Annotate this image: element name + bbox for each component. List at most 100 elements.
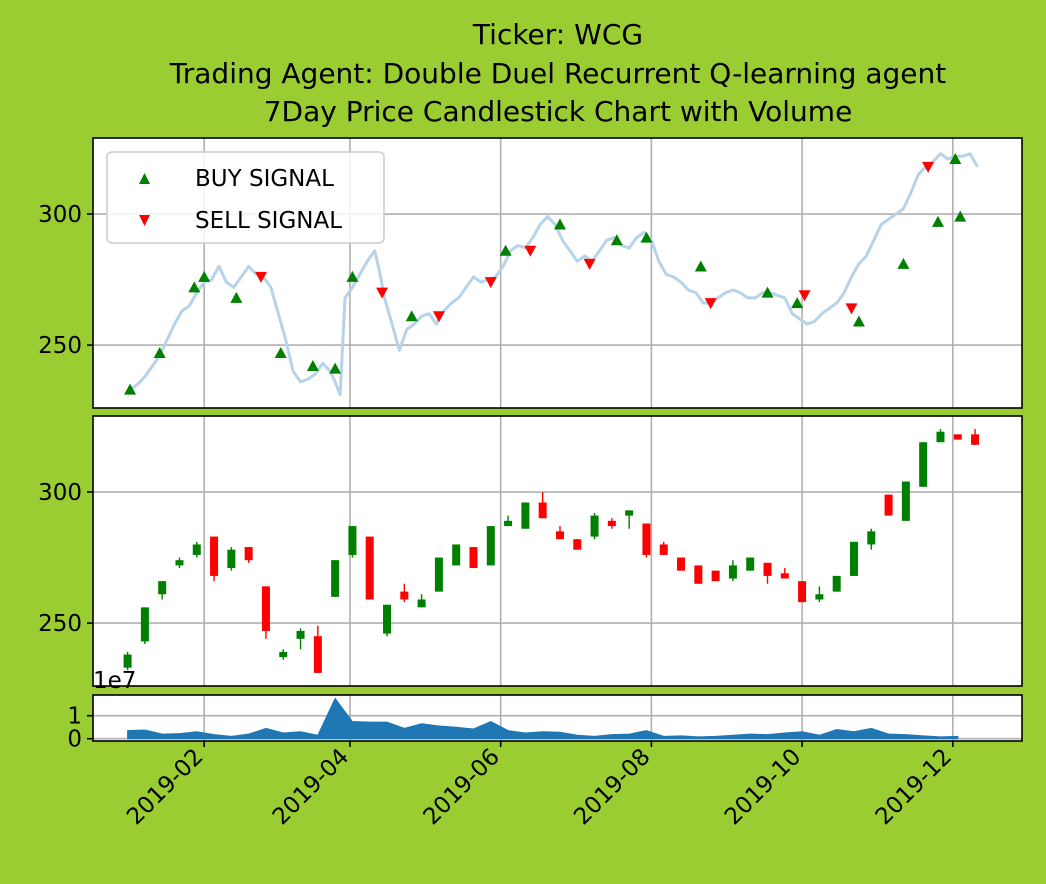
candle-body: [521, 502, 530, 529]
candle-body: [625, 510, 634, 516]
sell-signal-marker: [376, 287, 389, 299]
candle-body: [694, 565, 703, 584]
candles: [123, 429, 980, 673]
candle-body: [452, 544, 461, 566]
candle-y-ticks: 250 300: [38, 480, 93, 637]
sell-signal-marker: [922, 161, 935, 173]
buy-signal-marker: [230, 291, 243, 303]
sell-signal-icon: [139, 215, 150, 226]
candle-body: [192, 544, 201, 555]
candle-body: [642, 523, 651, 555]
buy-signal-marker: [694, 260, 707, 272]
candle-body: [123, 654, 132, 668]
candle-body: [383, 604, 392, 634]
buy-signal-marker: [306, 360, 319, 372]
candle-gridlines: [93, 416, 1022, 686]
candle-body: [469, 547, 478, 569]
candle-body: [849, 541, 858, 576]
candle-body: [677, 557, 686, 571]
candle-body: [417, 599, 426, 608]
volume-ytick-label: 1: [67, 704, 82, 730]
candle-body: [331, 560, 340, 597]
volume-y-ticks: 01: [67, 704, 93, 753]
candle-body: [763, 562, 772, 576]
price-series: [124, 152, 979, 397]
title-line-2: Trading Agent: Double Duel Recurrent Q-l…: [169, 57, 946, 90]
candle-body: [175, 560, 184, 566]
buy-signal-marker: [761, 286, 774, 298]
volume-area: [127, 697, 959, 740]
candle-body: [210, 536, 219, 576]
buy-signal-marker: [640, 231, 653, 243]
candle-body: [261, 586, 270, 631]
price-ytick-label: 250: [38, 333, 82, 359]
candle-body: [901, 481, 910, 521]
candle-body: [573, 539, 582, 550]
buy-signal-marker: [931, 215, 944, 227]
candle-body: [798, 581, 807, 603]
candle-body: [279, 651, 288, 658]
buy-signal-marker: [897, 257, 910, 269]
candle-body: [313, 636, 322, 673]
candle-body: [832, 575, 841, 592]
candle-body: [711, 570, 720, 582]
candle-body: [884, 494, 893, 516]
price-signal-panel: 250 300 BUY SIGNAL SELL SIGNAL: [38, 137, 1023, 409]
candle-body: [607, 520, 616, 527]
sell-signal-marker: [798, 290, 811, 302]
candle-body: [728, 565, 737, 579]
candlestick-panel: 250 300: [38, 415, 1023, 687]
title-line-3: 7Day Price Candlestick Chart with Volume: [264, 95, 853, 128]
sell-signal-marker: [524, 245, 537, 257]
buy-signal-marker: [274, 346, 287, 358]
buy-signal-marker: [610, 234, 623, 246]
candle-frame: [92, 415, 1023, 687]
candle-body: [348, 526, 357, 555]
buy-signal-marker: [852, 315, 865, 327]
candle-body: [296, 630, 305, 639]
candle-body: [227, 549, 236, 569]
sell-signal-marker: [583, 258, 596, 270]
candle-body: [659, 544, 668, 555]
candle-body: [434, 557, 443, 592]
legend-box: [106, 151, 385, 244]
candle-ytick-label: 250: [38, 611, 82, 637]
buy-signal-marker: [124, 383, 137, 395]
price-ytick-label: 300: [38, 202, 82, 228]
candle-body: [971, 434, 980, 445]
buy-signal-marker: [949, 152, 962, 164]
sell-signal-marker: [255, 271, 268, 283]
volume-ytick-label: 0: [67, 727, 82, 753]
buy-signal-icon: [139, 173, 150, 184]
candle-body: [400, 591, 409, 600]
buy-signal-marker: [329, 362, 342, 374]
candle-body: [555, 531, 564, 540]
sell-signal-marker: [704, 298, 717, 310]
buy-signal-marker: [405, 310, 418, 322]
candle-body: [504, 520, 513, 527]
candle-body: [158, 581, 167, 595]
candle-body: [867, 531, 876, 545]
buy-signal-marker: [346, 270, 359, 282]
candle-body: [919, 442, 928, 487]
candle-body: [746, 557, 755, 571]
sell-signal-marker: [845, 303, 858, 315]
candle-body: [365, 536, 374, 600]
candle-body: [815, 594, 824, 600]
candle-ytick-label: 300: [38, 480, 82, 506]
sell-signal-marker: [432, 311, 445, 323]
candle-body: [538, 502, 547, 519]
candle-body: [953, 434, 962, 440]
candle-body: [140, 607, 149, 642]
buy-signal-marker: [954, 210, 967, 222]
price-line: [129, 152, 979, 397]
legend: BUY SIGNAL SELL SIGNAL: [106, 151, 385, 244]
sell-signal-marker: [484, 277, 497, 289]
candle-body: [936, 431, 945, 443]
price-frame: [92, 137, 1023, 409]
buy-signal-marker: [791, 297, 804, 309]
buy-signal-marker: [553, 218, 566, 230]
buy-signal-marker: [188, 281, 201, 293]
price-y-ticks: 250 300: [38, 202, 93, 359]
